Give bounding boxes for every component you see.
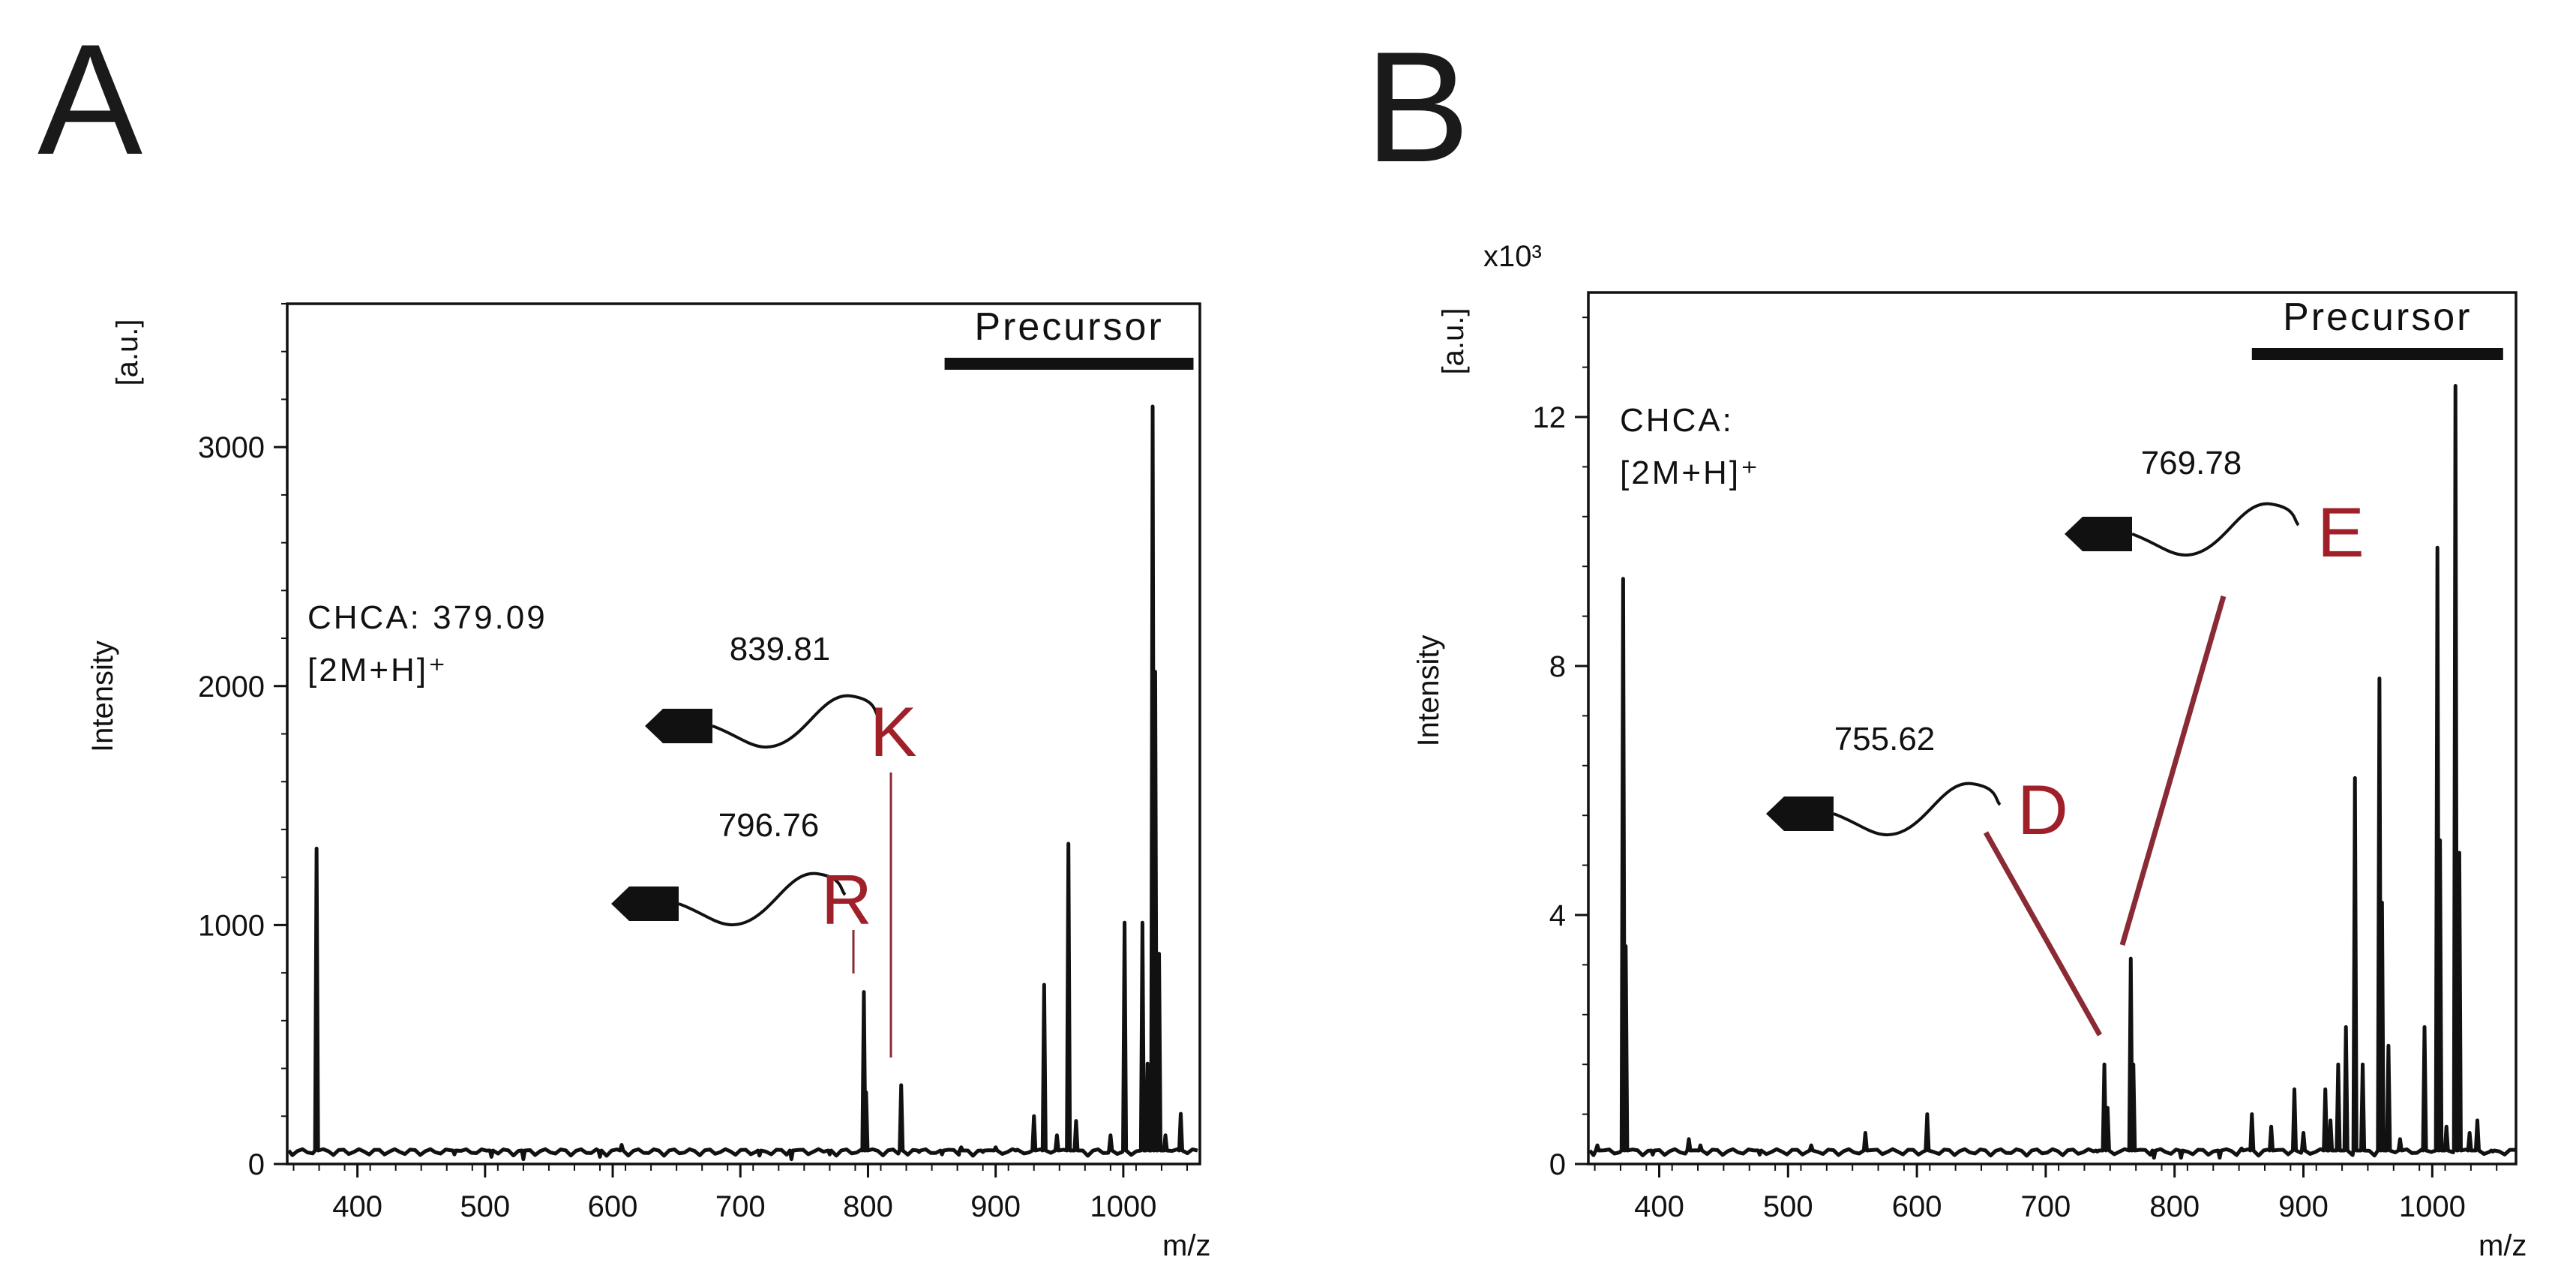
peak-mz-label: 769.78 <box>2141 445 2242 482</box>
x-tick-label: 500 <box>460 1190 510 1223</box>
x-tick-label: 1000 <box>1090 1190 1156 1223</box>
x-tick-label: 800 <box>843 1190 893 1223</box>
panel-letter-a: A <box>37 11 142 188</box>
x-tick-label: 600 <box>588 1190 638 1223</box>
matrix-label: CHCA: <box>1620 402 1734 439</box>
x-tick-label: 1000 <box>2399 1190 2466 1223</box>
peptide-tag-chain <box>678 872 847 927</box>
peptide-tag-chain <box>2131 502 2300 557</box>
matrix-ion-label: [2M+H]⁺ <box>307 652 448 688</box>
peak-mz-label: 796.76 <box>718 807 820 844</box>
peak-mz-label: 839.81 <box>730 631 831 668</box>
residue-label: K <box>870 692 917 771</box>
x-axis-label: m/z <box>2479 1229 2527 1262</box>
spectrum-trace <box>1588 384 2515 1160</box>
precursor-bar <box>944 358 1194 370</box>
matrix-ion-label: [2M+H]⁺ <box>1620 454 1760 491</box>
x-tick-label: 400 <box>332 1190 382 1223</box>
y-tick-label: 2000 <box>198 670 265 704</box>
residue-label: R <box>821 860 872 939</box>
residue-connector <box>1983 831 2103 1036</box>
peptide-tag-icon <box>645 709 712 743</box>
peptide-tag-icon <box>2065 517 2132 551</box>
y-tick-label: 0 <box>248 1148 265 1181</box>
y-tick-label: 12 <box>1533 401 1567 434</box>
x-tick-label: 600 <box>1892 1190 1942 1223</box>
plot-frame <box>286 302 1201 1166</box>
y-tick-label: 3000 <box>198 431 265 464</box>
residue-connector <box>2119 596 2227 946</box>
peptide-tag-chain <box>712 694 880 749</box>
residue-label: E <box>2317 493 2365 572</box>
spectrum-panel-b: 0 4 8 12 400 500 600 700 800 900 1000 m/z Intensity [… <box>1412 240 2527 1262</box>
y-tick-label: 4 <box>1549 899 1566 932</box>
x-tick-label: 500 <box>1763 1190 1813 1223</box>
y-tick-label: 0 <box>1549 1148 1566 1181</box>
x-tick-label: 900 <box>970 1190 1021 1223</box>
x-tick-label: 700 <box>2021 1190 2071 1223</box>
peak-mz-label: 755.62 <box>1834 721 1936 758</box>
y-multiplier: x10³ <box>1483 240 1542 273</box>
peptide-tag-chain <box>1833 782 2002 837</box>
residue-label: D <box>2017 770 2068 849</box>
y-axis-unit: [a.u.] <box>111 320 144 386</box>
plot-frame <box>1587 291 2518 1166</box>
spectrum-trace <box>287 404 1198 1162</box>
x-tick-label: 900 <box>2278 1190 2329 1223</box>
x-tick-label: 700 <box>715 1190 766 1223</box>
x-tick-label: 800 <box>2149 1190 2200 1223</box>
precursor-label: Precursor <box>2283 296 2472 339</box>
y-axis-label: Intensity <box>1412 635 1445 747</box>
x-axis-label: m/z <box>1162 1229 1210 1262</box>
peptide-tag-icon <box>611 886 679 921</box>
y-tick-label: 1000 <box>198 909 265 942</box>
matrix-label: CHCA: 379.09 <box>307 599 547 636</box>
precursor-bar <box>2251 348 2503 360</box>
peptide-tag-icon <box>1766 796 1834 831</box>
x-tick-label: 400 <box>1634 1190 1684 1223</box>
y-tick-label: 8 <box>1549 650 1566 683</box>
y-axis-label: Intensity <box>86 640 119 752</box>
panel-letter-b: B <box>1365 19 1470 195</box>
y-axis-unit: [a.u.] <box>1437 308 1470 375</box>
precursor-label: Precursor <box>974 305 1163 349</box>
